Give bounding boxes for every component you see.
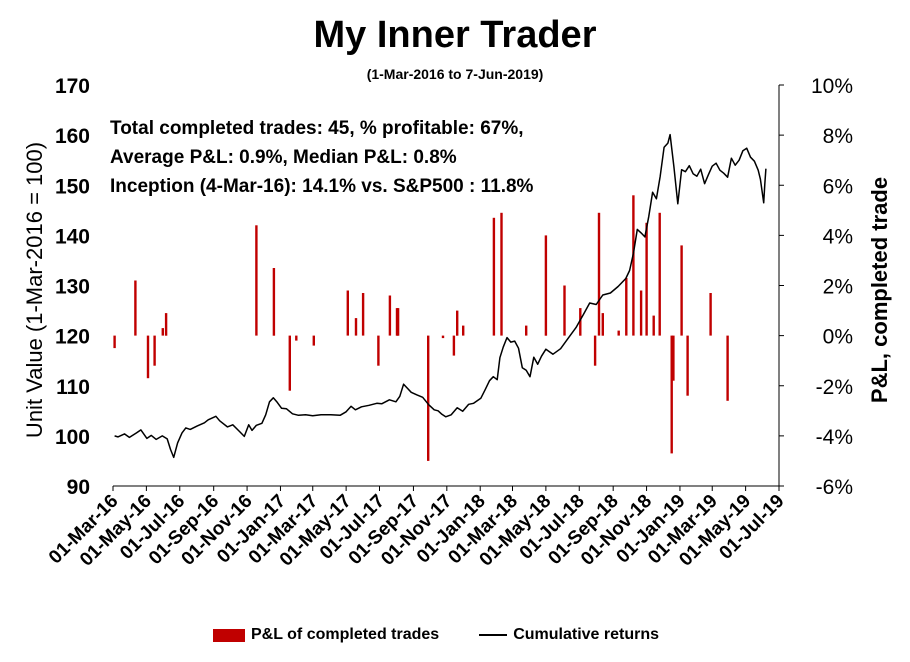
y-left-tick-label: 90	[67, 476, 90, 499]
pnl-bar	[396, 308, 400, 336]
y-left-tick-label: 170	[55, 75, 90, 98]
stats-line-inception: Inception (4-Mar-16): 14.1% vs. S&P500 :…	[110, 176, 534, 197]
pnl-bar	[164, 313, 168, 336]
pnl-bar	[272, 268, 276, 336]
pnl-bar	[153, 335, 156, 366]
pnl-bar	[593, 335, 597, 366]
pnl-bar	[597, 212, 601, 336]
pnl-bar	[670, 335, 673, 454]
pnl-bar	[452, 335, 456, 356]
pnl-bar	[388, 295, 392, 336]
chart-subtitle: (1-Mar-2016 to 7-Jun-2019)	[366, 66, 544, 82]
pnl-bar	[658, 212, 661, 336]
y-right-tick-label: -6%	[816, 476, 853, 499]
pnl-bar	[377, 335, 380, 366]
pnl-bar	[346, 290, 349, 336]
pnl-bar	[492, 217, 496, 336]
pnl-bar	[672, 335, 675, 381]
pnl-bar	[113, 335, 116, 349]
legend-label-cumulative: Cumulative returns	[513, 626, 659, 643]
pnl-bar	[544, 235, 548, 336]
y-left-tick-label: 110	[56, 376, 90, 399]
pnl-bar	[427, 335, 430, 461]
cumulative-returns-line	[114, 133, 767, 459]
y-right-tick-label: 4%	[823, 225, 853, 248]
pnl-bar	[617, 330, 620, 336]
pnl-bar	[146, 335, 150, 379]
y-right-tick-label: 8%	[823, 125, 853, 148]
pnl-bar	[456, 310, 459, 336]
legend: P&L of completed trades Cumulative retur…	[213, 626, 659, 644]
legend-swatch-cumulative	[479, 634, 508, 636]
pnl-bar	[462, 325, 465, 336]
y-right-tick-label: -2%	[816, 376, 853, 399]
y-left-tick-label: 150	[55, 175, 90, 198]
pnl-bar	[601, 313, 604, 336]
pnl-bar	[639, 290, 643, 336]
legend-swatch-pnl	[213, 628, 245, 642]
pnl-bar	[161, 328, 164, 336]
pnl-bar	[295, 335, 298, 341]
stats-line-trades: Total completed trades: 45, % profitable…	[110, 118, 524, 139]
y-left-tick-label: 100	[55, 426, 90, 449]
pnl-bar	[645, 222, 648, 336]
y-left-tick-label: 140	[55, 225, 90, 248]
y-right-tick-label: 0%	[823, 326, 853, 349]
y-right-tick-label: 2%	[823, 276, 853, 299]
pnl-bar	[255, 225, 258, 336]
pnl-bar	[680, 245, 683, 336]
pnl-bars-group	[113, 195, 729, 461]
pnl-bar	[361, 293, 365, 336]
pnl-bar	[563, 285, 566, 336]
pnl-bar	[134, 280, 137, 336]
y-left-tick-label: 130	[55, 276, 90, 299]
legend-label-pnl: P&L of completed trades	[251, 626, 440, 643]
pnl-bar	[288, 335, 291, 391]
pnl-bar	[500, 212, 503, 336]
pnl-bar	[579, 308, 582, 336]
pnl-bar	[632, 195, 635, 336]
chart-title: My Inner Trader	[313, 14, 597, 56]
y-left-tick-label: 120	[55, 326, 90, 349]
pnl-bar	[686, 335, 689, 396]
pnl-bar	[312, 335, 315, 346]
y-right-tick-label: 10%	[811, 75, 853, 98]
pnl-bar	[709, 293, 712, 336]
y-right-tick-label: -4%	[816, 426, 853, 449]
y-left-tick-label: 160	[55, 125, 90, 148]
pnl-bar	[652, 315, 655, 336]
pnl-bar	[354, 318, 358, 336]
pnl-bar	[525, 325, 528, 336]
pnl-bar	[726, 335, 729, 401]
pnl-bar	[441, 335, 445, 339]
pnl-bar	[625, 278, 628, 336]
y-right-tick-label: 6%	[823, 175, 853, 198]
stats-annotation: Total completed trades: 45, % profitable…	[110, 114, 533, 201]
stats-line-pnl: Average P&L: 0.9%, Median P&L: 0.8%	[110, 147, 457, 168]
